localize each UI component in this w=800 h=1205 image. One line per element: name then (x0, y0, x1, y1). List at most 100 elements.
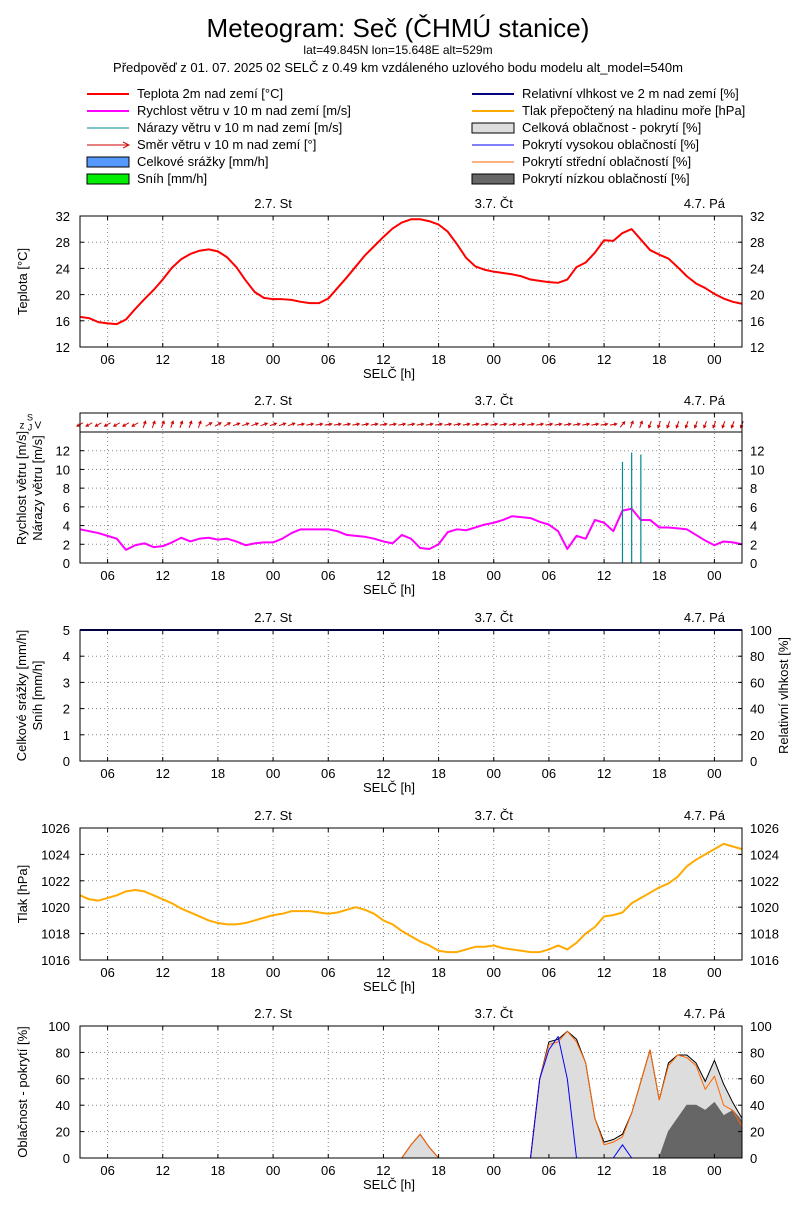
wind-arrow-shaft (333, 423, 341, 426)
day-label: 2.7. St (254, 808, 292, 823)
cloud-area (80, 1102, 742, 1158)
wind-arrow (269, 422, 278, 427)
wind-arrow-shaft (170, 421, 174, 428)
y-tick-label: 60 (56, 1072, 70, 1087)
wind-arrow-shaft (508, 423, 516, 426)
wind-arrow-shaft (490, 423, 498, 426)
x-tick-label: 12 (597, 352, 611, 367)
y-tick-label: 20 (56, 288, 70, 303)
y-tick-label-right: 10 (750, 462, 764, 477)
y-tick-label-right: 12 (750, 340, 764, 355)
legend-item: Sníh [mm/h] (86, 171, 207, 186)
wind-arrow-head (429, 422, 434, 427)
wind-arrow (639, 420, 644, 428)
wind-arrow (352, 422, 361, 427)
wind-arrow-head (586, 422, 591, 427)
wind-arrow (315, 422, 324, 427)
y-tick-label: 16 (56, 314, 70, 329)
x-tick-label: 06 (542, 568, 556, 583)
wind-arrow-shaft (251, 422, 259, 427)
wind-arrow (444, 422, 453, 427)
wind-arrow-shaft (179, 421, 183, 428)
y-tick-label: 1020 (41, 900, 70, 915)
x-tick-label: 18 (211, 965, 225, 980)
wind-arrow (416, 422, 425, 427)
wind-arrow-shaft (629, 421, 634, 428)
legend-item: Celkové srážky [mm/h] (86, 154, 268, 169)
wind-arrow-head (457, 422, 462, 427)
wind-arrow (94, 422, 102, 427)
wind-arrow-shaft (425, 423, 433, 426)
chart-title: Meteogram: Seč (ČHMÚ stanice) (207, 13, 590, 43)
wind-arrow (205, 422, 213, 427)
x-tick-label: 18 (652, 568, 666, 583)
wind-arrow (712, 421, 717, 429)
x-tick-label: 06 (321, 965, 335, 980)
y-tick-label: 12 (56, 444, 70, 459)
wind-arrow-shaft (407, 423, 415, 426)
wind-arrow-head (630, 420, 634, 425)
wind-arrow (591, 422, 600, 427)
y-tick-label: 1 (63, 728, 70, 743)
wind-arrow-shaft (85, 422, 93, 427)
station-coords: lat=49.845N lon=15.648E alt=529m (303, 43, 492, 57)
wind-arrow-shaft (609, 423, 617, 426)
wind-arrow-head (639, 420, 644, 425)
x-tick-label: 12 (597, 1163, 611, 1178)
wind-arrow-head (666, 424, 670, 429)
wind-arrow (242, 422, 250, 427)
x-tick-label: 18 (431, 568, 445, 583)
legend-item: Pokrytí střední oblačností [%] (472, 154, 691, 169)
x-axis-label: SELČ [h] (363, 780, 415, 795)
day-label: 3.7. Čt (475, 808, 514, 823)
wind-arrow-shaft (694, 421, 698, 428)
wind-arrow (572, 422, 581, 427)
series-line (80, 1036, 742, 1159)
wind-arrow (214, 422, 222, 427)
day-label: 4.7. Pá (684, 808, 726, 823)
wind-arrow-shaft (685, 421, 689, 428)
wind-arrow (517, 422, 526, 427)
x-tick-label: 00 (266, 965, 280, 980)
x-tick-label: 00 (266, 1163, 280, 1178)
legend-swatch (86, 173, 130, 185)
wind-arrow-head (217, 422, 222, 426)
wind-arrow-shaft (453, 423, 461, 426)
series-line (79, 507, 743, 551)
x-tick-label: 06 (100, 568, 114, 583)
series-line (79, 842, 743, 954)
x-axis-label: SELČ [h] (363, 582, 415, 597)
day-label: 4.7. Pá (684, 196, 726, 211)
wind-arrow-head (236, 422, 241, 426)
legend-item: Relativní vlhkost ve 2 m nad zemí [%] (472, 86, 739, 101)
wind-arrow-head (604, 422, 609, 427)
day-label: 2.7. St (254, 393, 292, 408)
y-tick-label-right: 20 (750, 1125, 764, 1140)
y-tick-label-right: 40 (750, 1098, 764, 1113)
wind-arrow-head (621, 421, 626, 425)
wind-arrow-shaft (517, 423, 525, 426)
wind-arrow (703, 421, 707, 429)
plot-frame (79, 629, 743, 762)
wind-arrow-shaft (657, 421, 661, 428)
wind-arrow (112, 422, 121, 427)
y-tick-label-right: 60 (750, 675, 764, 690)
wind-arrow (179, 420, 184, 428)
x-tick-label: 00 (487, 766, 501, 781)
wind-arrow-head (647, 424, 652, 429)
legend: Teplota 2m nad zemí [°C] Relativní vlhkos… (86, 86, 745, 186)
chart-panels: 2.7. St 3.7. Čt 4.7. Pá 06 12 18 00 06 12 18 00 06 1… (14, 196, 791, 1192)
wind-arrow (684, 421, 689, 429)
x-tick-label: 06 (100, 352, 114, 367)
wind-arrow-shaft (572, 423, 581, 426)
y-tick-label-right: 60 (750, 1072, 764, 1087)
x-tick-label: 12 (156, 766, 170, 781)
y-tick-label-right: 0 (750, 556, 757, 571)
wind-arrow-head (112, 423, 117, 427)
wind-arrow (161, 420, 165, 428)
wind-arrow-head (264, 422, 269, 426)
wind-arrow (197, 420, 202, 428)
wind-arrow-shaft (223, 422, 231, 427)
x-tick-label: 00 (707, 1163, 721, 1178)
